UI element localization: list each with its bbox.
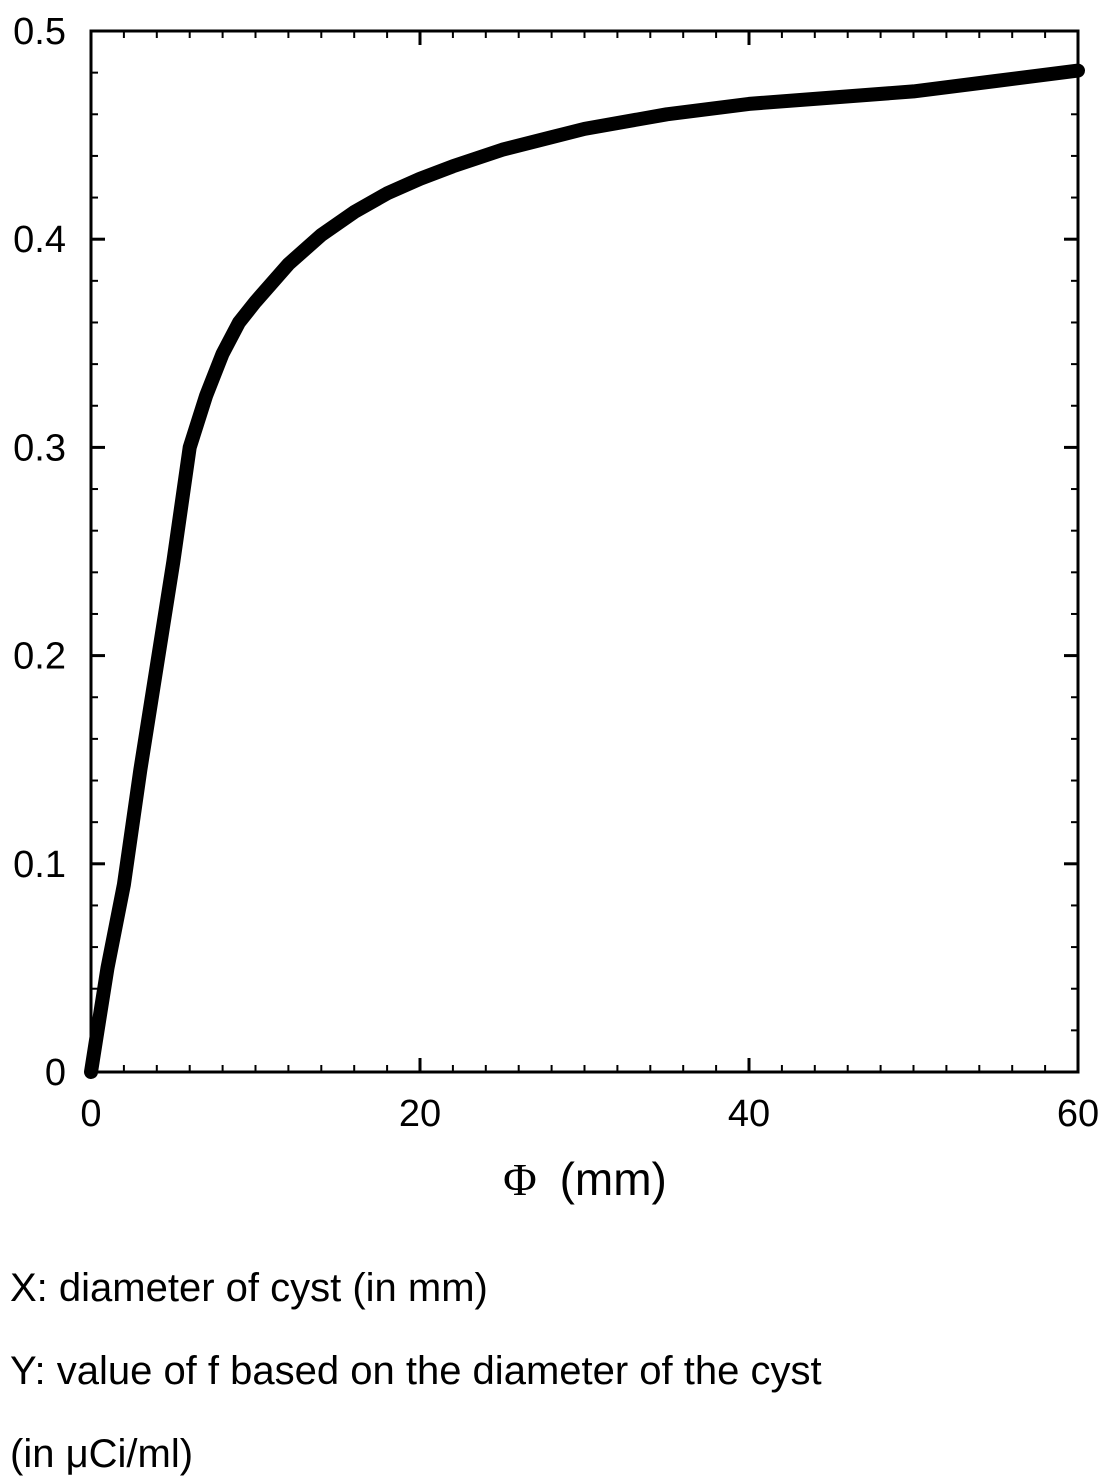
plot-frame: [89, 29, 1080, 1074]
y-tick-label: 0.5: [13, 11, 66, 53]
y-tick-label: 0.4: [13, 219, 66, 261]
x-axis-symbol: Φ: [503, 1154, 537, 1205]
x-tick-label: 20: [399, 1093, 441, 1135]
x-axis-label: Φ (mm): [503, 1153, 667, 1205]
minor-ticks: [90, 30, 1079, 1073]
x-tick-labels: 0 20 40 60: [80, 1093, 1099, 1135]
y-tick-label: 0.1: [13, 844, 66, 886]
y-tick-label: 0.3: [13, 427, 66, 469]
x-axis-unit: (mm): [560, 1153, 667, 1205]
series-line: [84, 63, 1085, 1079]
y-tick-label: 0: [45, 1052, 66, 1094]
y-tick-labels: 0 0.1 0.2 0.3 0.4 0.5: [13, 11, 66, 1094]
x-tick-label: 40: [728, 1093, 770, 1135]
major-ticks: [89, 29, 1080, 1074]
caption-y-description: Y: value of f based on the diameter of t…: [10, 1349, 822, 1393]
x-tick-label: 0: [80, 1093, 101, 1135]
y-tick-label: 0.2: [13, 636, 66, 678]
caption-y-unit: (in μCi/ml): [10, 1432, 194, 1476]
x-tick-label: 60: [1057, 1093, 1099, 1135]
caption-x-description: X: diameter of cyst (in mm): [10, 1266, 488, 1310]
line-chart: 0 20 40 60 0 0.1 0.2 0.3 0.4 0.5 Φ (mm): [13, 11, 1099, 1205]
